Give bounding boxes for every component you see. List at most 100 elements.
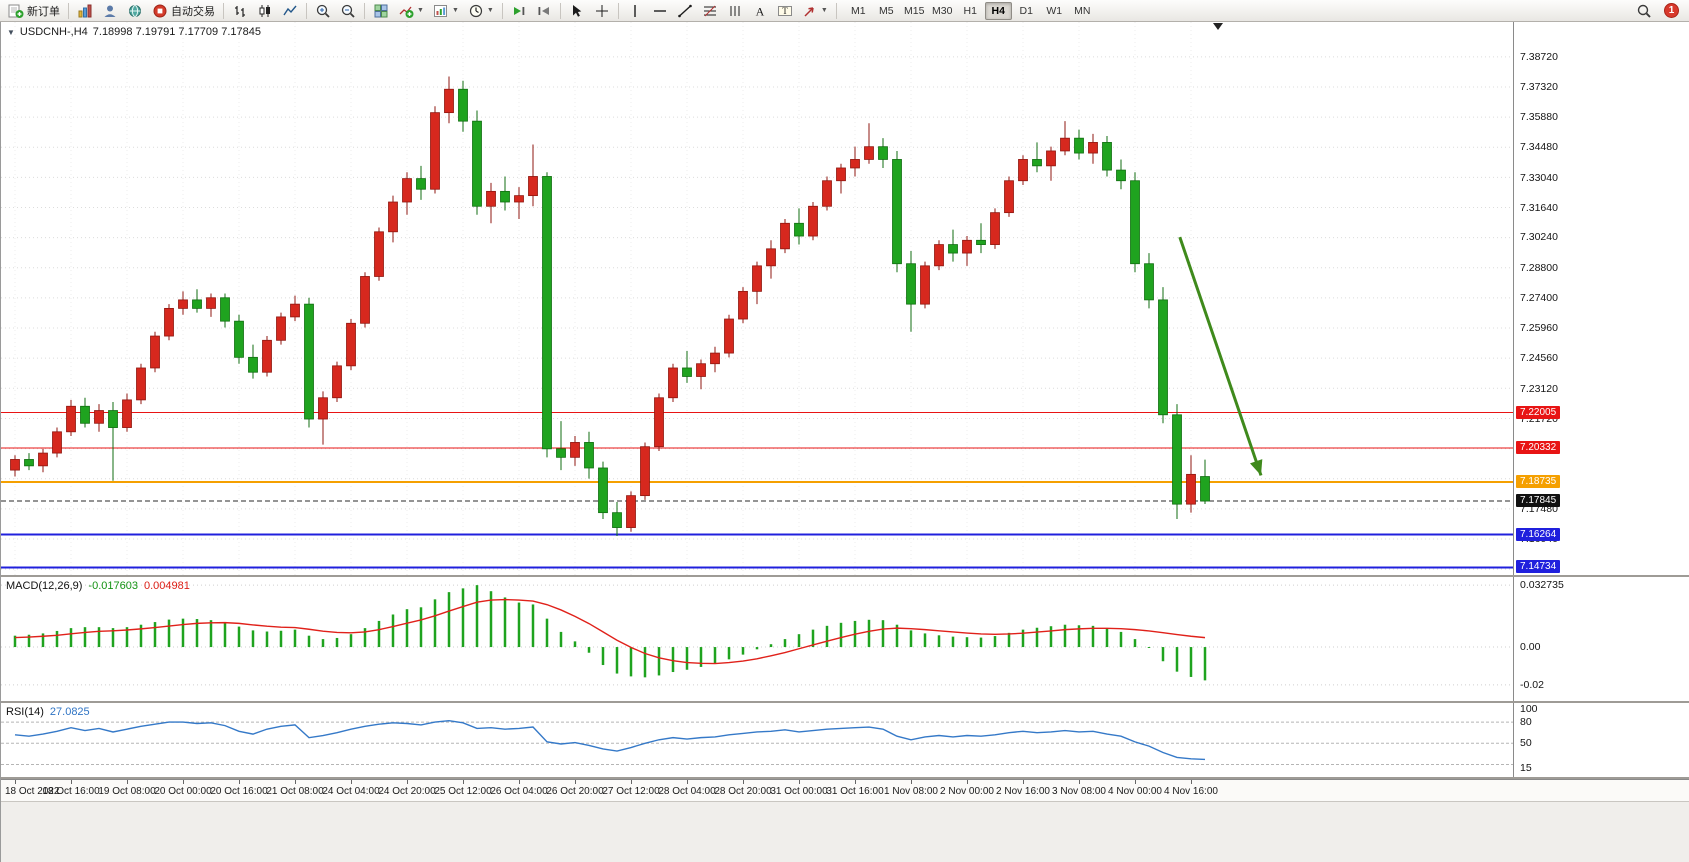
time-axis-label: 18 Oct 16:00 [42, 786, 100, 797]
timeframe-button-d1[interactable]: D1 [1019, 4, 1033, 17]
cursor-button[interactable] [565, 1, 589, 20]
search-button[interactable] [1632, 1, 1656, 20]
crosshair-button[interactable] [590, 1, 614, 20]
timeframe-button-mn[interactable]: MN [1074, 4, 1091, 17]
timeframe-button-h4[interactable]: H4 [984, 1, 1012, 20]
profiles-button[interactable]: ▼ [464, 1, 498, 20]
crosshair-icon [595, 4, 608, 17]
indicators-button[interactable]: ▼ [394, 1, 428, 20]
rsi-axis-label: 50 [1520, 737, 1532, 750]
time-axis-tick [407, 780, 408, 784]
text-label-button[interactable]: T [773, 1, 797, 20]
vertical-line-button[interactable] [623, 1, 647, 20]
rsi-value: 27.0825 [49, 706, 90, 718]
price-chart-canvas[interactable] [1, 22, 1513, 575]
price-axis-label: 7.35880 [1520, 111, 1558, 124]
market-watch-icon [78, 4, 92, 17]
time-axis-tick [855, 780, 856, 784]
navigator-button[interactable] [98, 1, 122, 20]
new-order-button[interactable]: 新订单 [4, 1, 64, 20]
macd-main-value: -0.017603 [88, 580, 138, 592]
horizontal-line-button[interactable] [648, 1, 672, 20]
rsi-label: RSI(14) 27.0825 [6, 706, 90, 718]
toolbar-separator [835, 2, 837, 19]
time-axis-tick [183, 780, 184, 784]
market-watch-button[interactable] [73, 1, 97, 20]
timeframe-button-h1[interactable]: H1 [963, 4, 977, 17]
zoom-in-icon [316, 4, 330, 18]
toolbar-separator [306, 2, 307, 19]
one-click-trading-toggle[interactable]: ▼ [7, 27, 15, 37]
timeframe-button-m5[interactable]: M5 [878, 4, 894, 17]
fibonacci-button[interactable] [698, 1, 722, 20]
globe-icon [129, 4, 141, 17]
price-axis: 7.38720 7.37320 7.35880 7.34480 7.33040 7.316… [1513, 22, 1689, 575]
price-axis-label: 7.27400 [1520, 291, 1558, 304]
macd-axis: 0.032735 0.00 -0.02 [1513, 577, 1689, 701]
zoom-in-button[interactable] [311, 1, 335, 20]
price-axis-label: 7.30240 [1520, 231, 1558, 244]
toolbar-separator [364, 2, 365, 19]
text-button[interactable]: A [748, 1, 772, 20]
timeframe-button-m15[interactable]: M15 [904, 4, 925, 17]
autotrading-button[interactable]: 自动交易 [148, 1, 219, 20]
time-axis-label: 19 Oct 08:00 [98, 786, 156, 797]
time-axis-label: 18 Oct 2022 [5, 786, 60, 797]
macd-pane: 0.032735 0.00 -0.02 MACD(12,26,9) -0.01760… [1, 577, 1689, 701]
time-axis-label: 20 Oct 16:00 [210, 786, 268, 797]
time-axis-tick [911, 780, 912, 784]
arrows-button[interactable]: ▼ [798, 1, 832, 20]
timeframe-button-m1[interactable]: M1 [850, 4, 866, 17]
toolbar-separator [223, 2, 224, 19]
line-chart-icon [283, 5, 297, 15]
pane-separator[interactable] [1, 701, 1689, 703]
chart-title: ▼ USDCNH-,H4 7.18998 7.19791 7.17709 7.1… [7, 26, 261, 38]
auto-scroll-button[interactable] [507, 1, 531, 20]
time-axis-tick [239, 780, 240, 784]
timeframe-button-w1[interactable]: W1 [1046, 4, 1063, 17]
time-axis-label: 20 Oct 00:00 [154, 786, 212, 797]
price-axis-label: 7.25960 [1520, 322, 1558, 335]
price-axis-label: 7.23120 [1520, 382, 1558, 395]
time-axis-label: 2 Nov 16:00 [996, 786, 1050, 797]
time-axis-label: 31 Oct 16:00 [826, 786, 884, 797]
candlestick-chart-button[interactable] [253, 1, 277, 20]
macd-canvas[interactable] [1, 577, 1513, 701]
new-order-label: 新订单 [27, 5, 60, 18]
pane-separator[interactable] [1, 575, 1689, 577]
time-axis-label: 4 Nov 16:00 [1164, 786, 1218, 797]
tile-windows-button[interactable] [369, 1, 393, 20]
rsi-axis-label: 15 [1520, 762, 1532, 775]
notification-badge[interactable]: 1 [1664, 3, 1679, 18]
chart-shift-button[interactable] [532, 1, 556, 20]
rsi-canvas[interactable] [1, 703, 1513, 777]
time-axis[interactable]: 18 Oct 2022 18 Oct 16:00 19 Oct 08:00 20 Oc… [1, 779, 1689, 801]
dropdown-caret-icon: ▼ [451, 7, 459, 14]
time-axis-label: 28 Oct 04:00 [658, 786, 716, 797]
time-axis-tick [71, 780, 72, 784]
trendline-icon [678, 4, 692, 17]
timeframe-button-m30[interactable]: M30 [932, 4, 953, 17]
time-axis-label: 4 Nov 00:00 [1108, 786, 1162, 797]
macd-signal-value: 0.004981 [143, 580, 190, 592]
trendline-button[interactable] [673, 1, 697, 20]
dropdown-caret-icon: ▼ [417, 7, 424, 14]
terminal-button[interactable] [123, 1, 147, 20]
pane-separator[interactable] [1, 777, 1689, 779]
navigator-icon [104, 5, 116, 17]
time-axis-label: 26 Oct 04:00 [490, 786, 548, 797]
bar-chart-button[interactable] [228, 1, 252, 20]
zoom-out-button[interactable] [336, 1, 360, 20]
new-chart-button[interactable]: ▼ [429, 1, 463, 20]
line-chart-button[interactable] [278, 1, 302, 20]
search-icon [1637, 4, 1651, 18]
price-level-badge: 7.17845 [1516, 494, 1561, 508]
price-level-badge: 7.20332 [1516, 441, 1561, 455]
rsi-axis: 100 80 50 15 [1513, 703, 1689, 777]
time-axis-label: 26 Oct 20:00 [546, 786, 604, 797]
time-axis-label: 24 Oct 04:00 [322, 786, 380, 797]
new-chart-icon [433, 4, 447, 17]
time-axis-tick [967, 780, 968, 784]
time-axis-tick [1191, 780, 1192, 784]
cycle-lines-button[interactable] [723, 1, 747, 20]
